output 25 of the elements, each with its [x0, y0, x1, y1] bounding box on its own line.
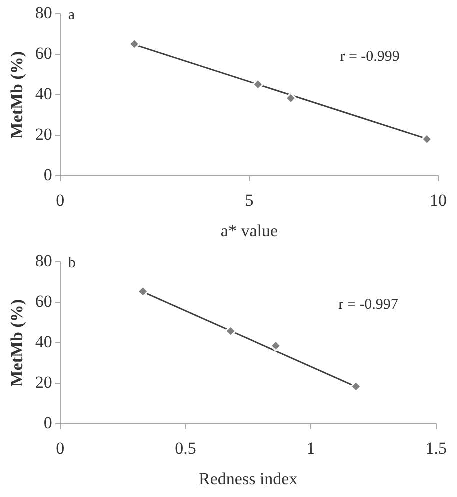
- x-tick-label: 5: [245, 190, 254, 210]
- y-tick-label: 0: [44, 166, 52, 185]
- x-tick-label: 1.5: [426, 438, 447, 458]
- annotation: b: [68, 255, 76, 272]
- y-axis-title: MetMb (%): [8, 299, 27, 387]
- y-tick-label: 20: [35, 373, 52, 392]
- y-tick-label: 20: [35, 125, 52, 144]
- y-tick-label: 80: [35, 251, 52, 270]
- y-tick-label: 40: [35, 332, 52, 352]
- y-tick-label: 60: [35, 292, 52, 312]
- x-tick-label: 0.5: [175, 438, 196, 458]
- y-tick-label: 0: [44, 414, 52, 433]
- annotation: a: [68, 7, 76, 24]
- y-axis-title: MetMb (%): [8, 51, 27, 139]
- y-tick-label: 80: [35, 3, 52, 22]
- x-axis-title: a* value: [220, 221, 278, 240]
- y-tick-label: 60: [35, 44, 52, 64]
- x-axis-title: Redness index: [199, 469, 298, 488]
- annotation: r = -0.997: [338, 297, 399, 314]
- x-tick-label: 0: [56, 438, 65, 458]
- annotation: r = -0.999: [340, 49, 400, 66]
- x-tick-label: 10: [430, 190, 447, 210]
- x-tick-label: 0: [56, 190, 65, 210]
- x-tick-label: 1: [306, 438, 316, 458]
- y-tick-label: 40: [35, 84, 52, 104]
